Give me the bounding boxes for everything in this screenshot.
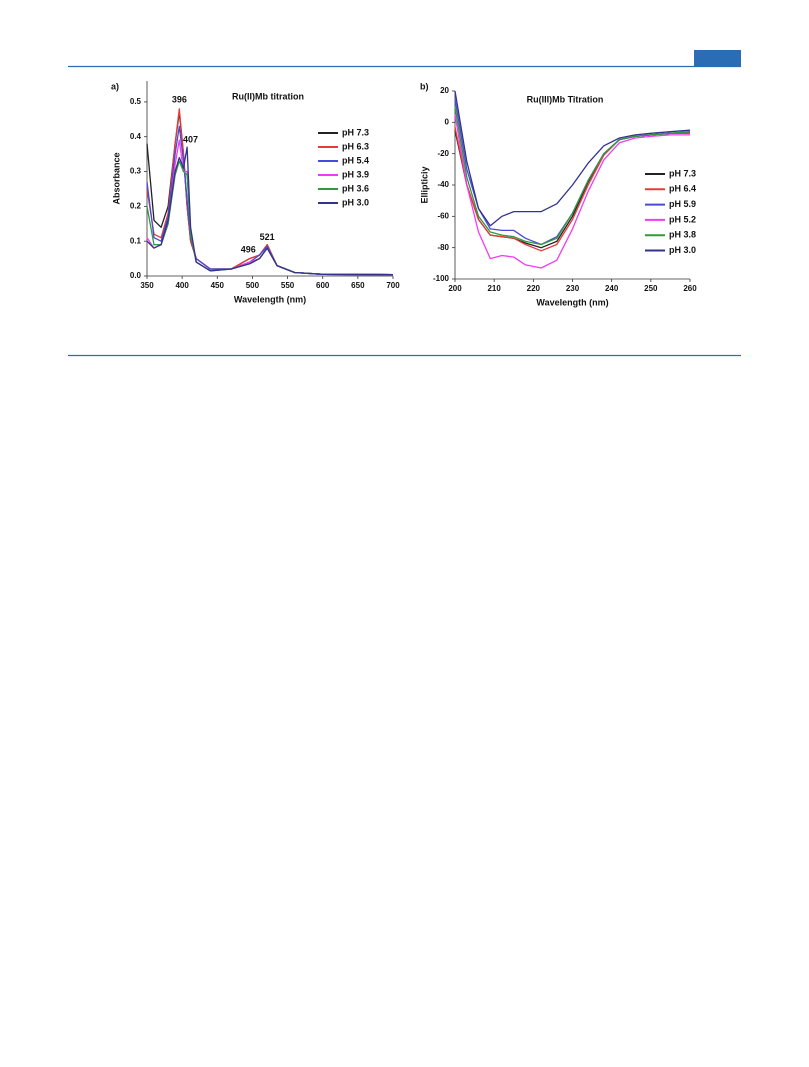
y-tick-label: 0.4 bbox=[130, 132, 142, 141]
x-tick-label: 250 bbox=[644, 284, 658, 293]
x-tick-label: 220 bbox=[527, 284, 541, 293]
legend-label: pH 3.8 bbox=[669, 230, 696, 240]
series-line bbox=[146, 146, 394, 276]
legend-label: pH 5.4 bbox=[342, 155, 369, 165]
y-tick-label: -100 bbox=[433, 274, 450, 283]
x-tick-label: 600 bbox=[316, 281, 330, 290]
chart-title: Ru(II)Mb titration bbox=[232, 91, 304, 101]
y-tick-label: 0.1 bbox=[130, 236, 142, 245]
y-tick-label: -60 bbox=[437, 211, 449, 220]
y-tick-label: -20 bbox=[437, 149, 449, 158]
y-axis-label: Absorbance bbox=[111, 152, 121, 204]
y-tick-label: 0.5 bbox=[130, 97, 142, 106]
x-tick-label: 210 bbox=[487, 284, 501, 293]
x-tick-label: 700 bbox=[386, 281, 400, 290]
x-tick-label: 240 bbox=[605, 284, 619, 293]
legend-label: pH 6.3 bbox=[342, 141, 369, 151]
chart-title: Ru(III)Mb Titration bbox=[527, 94, 604, 104]
y-tick-label: 0.2 bbox=[130, 201, 142, 210]
x-tick-label: 400 bbox=[175, 281, 189, 290]
annotation: 496 bbox=[241, 244, 256, 254]
panel-label: a) bbox=[111, 81, 119, 91]
series-line bbox=[454, 90, 691, 227]
y-tick-label: 0.0 bbox=[130, 271, 142, 280]
annotation: 396 bbox=[172, 95, 187, 105]
series-line bbox=[454, 98, 691, 246]
x-axis-label: Wavelength (nm) bbox=[234, 294, 306, 304]
x-tick-label: 650 bbox=[351, 281, 365, 290]
y-tick-label: 0 bbox=[445, 117, 450, 126]
x-tick-label: 550 bbox=[281, 281, 295, 290]
y-tick-label: 0.3 bbox=[130, 167, 142, 176]
x-tick-label: 230 bbox=[566, 284, 580, 293]
series-line bbox=[454, 114, 690, 269]
panel-label: b) bbox=[420, 81, 429, 91]
header-box bbox=[694, 50, 741, 66]
y-tick-label: -40 bbox=[437, 180, 449, 189]
x-tick-label: 350 bbox=[140, 281, 154, 290]
x-axis-label: Wavelength (nm) bbox=[536, 297, 608, 307]
legend-label: pH 3.0 bbox=[342, 197, 369, 207]
x-tick-label: 500 bbox=[246, 281, 260, 290]
legend-label: pH 6.4 bbox=[669, 184, 696, 194]
legend-label: pH 7.3 bbox=[342, 127, 369, 137]
x-tick-label: 450 bbox=[211, 281, 225, 290]
annotation: 407 bbox=[183, 135, 198, 145]
legend-label: pH 5.9 bbox=[669, 199, 696, 209]
legend-label: pH 3.0 bbox=[669, 245, 696, 255]
annotation: 521 bbox=[260, 232, 275, 242]
y-tick-label: -80 bbox=[437, 243, 449, 252]
legend-label: pH 3.6 bbox=[342, 183, 369, 193]
x-tick-label: 260 bbox=[683, 284, 697, 293]
y-tick-label: 20 bbox=[440, 86, 449, 95]
series-line bbox=[454, 106, 691, 246]
x-tick-label: 200 bbox=[448, 284, 462, 293]
legend-label: pH 7.3 bbox=[669, 168, 696, 178]
y-axis-label: Ellipticiy bbox=[419, 166, 429, 203]
legend-label: pH 3.9 bbox=[342, 169, 369, 179]
legend-label: pH 5.2 bbox=[669, 214, 696, 224]
